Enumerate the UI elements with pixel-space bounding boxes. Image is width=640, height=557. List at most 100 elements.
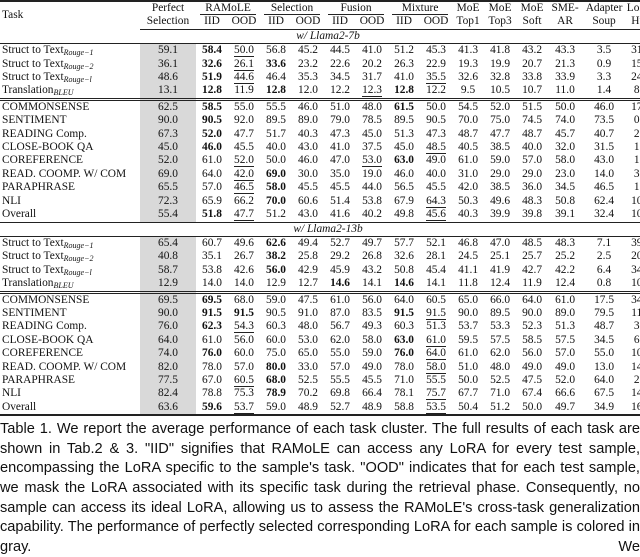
value: 10.7: [522, 84, 543, 97]
value-cell: 83.5: [356, 307, 388, 320]
value-cell: 61.0: [196, 154, 228, 167]
value-cell: 52.5: [484, 374, 516, 387]
table-row: Struct to TextRouge−l 48.6 51.9 44.6 46.4 35.…: [0, 71, 640, 85]
value: 64.0: [522, 293, 543, 306]
value-cell: 41.1: [452, 264, 484, 277]
value-cell: 3.0: [626, 168, 640, 181]
value-cell: 10.2: [626, 277, 640, 292]
value: 45.5: [330, 181, 350, 194]
value-cell: 75.7: [420, 387, 452, 401]
value: 60.5: [234, 373, 254, 387]
value-cell: 55.5: [420, 374, 452, 387]
value-cell: 10.0: [626, 347, 640, 360]
perfect-selection-cell: 74.0: [140, 347, 196, 361]
value-cell: 67.9: [388, 195, 420, 208]
value: 14.0: [594, 167, 615, 180]
value: 11.8: [458, 277, 478, 290]
value-cell: 33.9: [548, 71, 582, 84]
value-cell: 2.5: [626, 374, 640, 387]
value-cell: 29.2: [324, 250, 356, 263]
value-cell: 34.5: [324, 71, 356, 84]
value: 40.3: [458, 208, 479, 221]
value-cell: 61.0: [452, 347, 484, 360]
value-cell: 79.5: [582, 307, 626, 320]
table-row: PARAPHRASE 65.5 57.0 46.5 58.0 45.5 45.5 44.0 56…: [0, 181, 640, 195]
value: 59.5: [458, 333, 479, 346]
header-group: Fusion: [324, 0, 389, 16]
value-cell: 66.0: [484, 290, 517, 307]
value-cell: 69.0: [260, 168, 292, 181]
value-cell: 12.8: [260, 84, 292, 99]
value-cell: 59.5: [452, 334, 484, 347]
task-cell: NLI: [0, 387, 140, 400]
value-cell: 53.7: [452, 320, 484, 333]
value: 8.5: [633, 84, 640, 97]
value-cell: 3.3: [626, 320, 640, 333]
value-cell: 50.0: [548, 97, 583, 115]
value-cell: 64.3: [420, 194, 452, 208]
value-cell: 11.0: [626, 307, 640, 320]
value: 52.0: [234, 154, 254, 168]
value: 24.5: [458, 250, 479, 263]
value: 25.2: [555, 250, 576, 263]
value-cell: 47.3: [324, 128, 356, 141]
value-cell: 17.5: [626, 97, 640, 115]
value: 65.5: [158, 181, 178, 194]
value-cell: 14.6: [324, 277, 356, 292]
value: 66.6: [555, 387, 576, 400]
value: 61.0: [202, 154, 222, 167]
value: 74.0: [158, 347, 178, 360]
value-cell: 48.0: [356, 97, 389, 115]
value: 92.0: [234, 114, 254, 127]
value: 42.0: [234, 167, 254, 181]
value-cell: 46.8: [452, 236, 484, 250]
header-method-line1: SME-: [548, 0, 583, 16]
value: 29.0: [490, 167, 511, 180]
value-cell: 91.0: [292, 307, 324, 320]
value-cell: 48.7: [516, 128, 548, 141]
value: 59.0: [362, 347, 382, 360]
value-cell: 1.0: [626, 141, 640, 154]
value: 62.3: [202, 320, 222, 333]
value-cell: 42.7: [516, 264, 548, 277]
task-metric: BLEU: [53, 281, 74, 291]
value: 2.5: [633, 373, 640, 386]
table-row: TranslationBLEU 12.9 14.0 14.0 12.9 12.7 14.6 1…: [0, 277, 640, 293]
value-cell: 87.0: [324, 307, 356, 320]
value: 47.7: [490, 127, 511, 140]
value: 58.0: [555, 154, 576, 167]
value: 89.5: [490, 306, 511, 319]
value: 32.0: [555, 141, 576, 154]
value-cell: 61.0: [548, 290, 583, 307]
value: 26.7: [234, 250, 254, 263]
value-cell: 40.5: [452, 141, 484, 154]
value-cell: 59.0: [260, 290, 293, 307]
value: 78.8: [202, 387, 222, 400]
task-cell: READING Comp.: [0, 128, 140, 141]
value: 66.0: [490, 293, 511, 306]
value-cell: 53.8: [196, 264, 228, 277]
value: 56.0: [362, 293, 382, 306]
value: 58.5: [202, 100, 222, 113]
table-body: w/ Llama2-7b Struct to TextRouge−1 59.1 58.…: [0, 29, 640, 417]
value: 90.5: [202, 114, 222, 127]
perfect-selection-cell: 36.1: [140, 57, 196, 72]
value-cell: 2.5: [582, 250, 626, 263]
value-cell: 60.3: [260, 320, 292, 333]
value-cell: 60.6: [292, 195, 324, 208]
value-cell: 51.2: [260, 208, 292, 222]
results-table: Task Perfect RAMoLE Selection Fusion Mixture M…: [0, 0, 640, 417]
value-cell: 45.3: [420, 44, 452, 58]
value-cell: 42.9: [292, 264, 324, 277]
value-cell: 56.0: [516, 347, 548, 360]
value: 34.9: [594, 400, 615, 413]
value-cell: 40.0: [420, 168, 452, 181]
value: 52.3: [522, 320, 543, 333]
value-cell: 49.7: [356, 236, 388, 250]
table-row: COMMONSENSE 69.5 69.5 68.0 59.0 47.5 61.0 56.0 6…: [0, 290, 640, 307]
value-cell: 45.5: [292, 181, 324, 194]
value: 50.0: [234, 44, 254, 58]
value-cell: 33.8: [516, 71, 548, 84]
value: 61.0: [458, 154, 479, 167]
value: 25.1: [490, 250, 511, 263]
